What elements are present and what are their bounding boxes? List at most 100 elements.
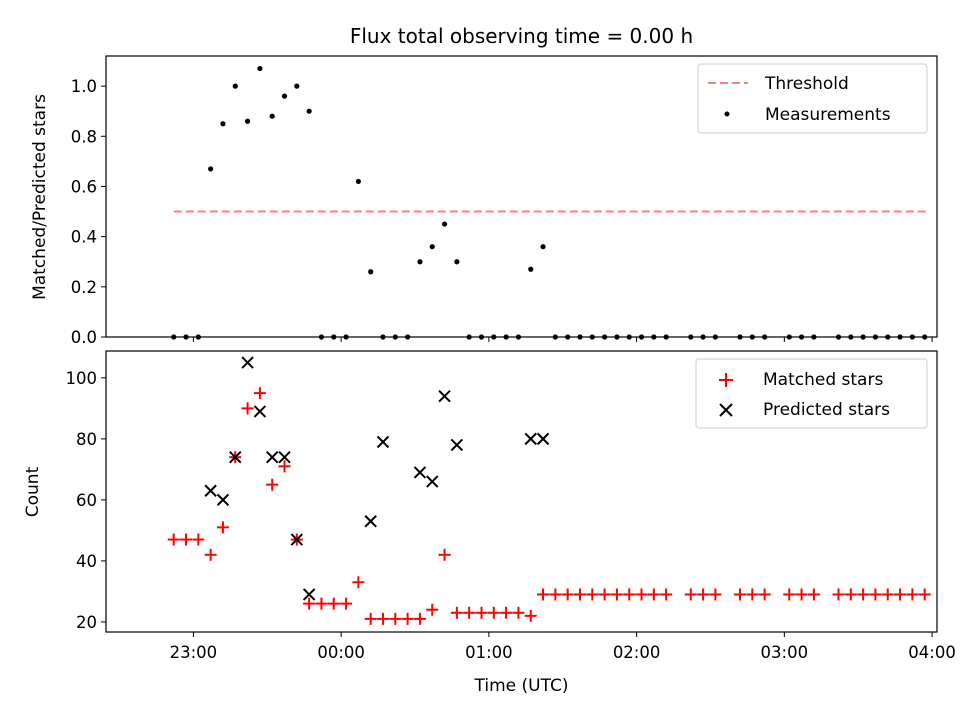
- matched-star-point: [807, 588, 820, 601]
- predicted-star-point: [278, 450, 291, 464]
- matched-star-point: [894, 588, 907, 601]
- predicted-star-point: [450, 438, 464, 452]
- bottom-panel: 20 40 60 80 100 23:00 00:00 01:00 02:00 03:00 04:…: [23, 350, 956, 696]
- matched-star-point: [906, 588, 919, 601]
- predicted-star-point: [204, 484, 217, 497]
- bottom-x-tick-label: 02:00: [613, 643, 661, 662]
- predicted-star-point: [438, 389, 451, 403]
- bottom-x-tick-label: 01:00: [465, 643, 513, 662]
- bottom-x-tick-label: 04:00: [908, 643, 956, 662]
- matched-star-point: [303, 597, 316, 610]
- predicted-star-point: [241, 356, 254, 369]
- top-legend: Threshold Measurements: [697, 63, 928, 134]
- matched-star-point: [684, 588, 697, 601]
- matched-star-point: [647, 588, 660, 601]
- measurement-point: [269, 113, 275, 119]
- matched-star-point: [734, 588, 747, 601]
- predicted-star-point: [216, 493, 230, 507]
- bottom-axes-frame: [105, 350, 938, 633]
- predicted-star-point: [302, 588, 316, 601]
- legend-measurements-label: Measurements: [765, 105, 891, 125]
- measurement-point: [441, 221, 448, 227]
- matched-star-point: [216, 521, 229, 534]
- predicted-star-point: [413, 466, 427, 479]
- matched-star-point: [524, 609, 537, 622]
- top-y-tick-label: 0.6: [71, 177, 97, 196]
- matched-star-point: [881, 588, 894, 601]
- bottom-y-tick-label: 80: [76, 430, 97, 449]
- matched-star-point: [832, 588, 845, 601]
- matched-star-point: [598, 588, 611, 601]
- bottom-x-tick-label: 03:00: [761, 643, 809, 662]
- matched-star-point: [660, 588, 673, 601]
- legend-measurements-swatch: [724, 111, 730, 117]
- matched-star-point: [795, 588, 808, 601]
- matched-star-point: [241, 402, 254, 415]
- legend-matched-label: Matched stars: [763, 370, 883, 390]
- matched-star-point: [204, 548, 217, 561]
- bottom-plot-area: [167, 356, 931, 625]
- matched-star-point: [549, 588, 562, 601]
- matched-star-point: [537, 588, 550, 601]
- matched-star-point: [844, 588, 857, 601]
- matched-star-point: [697, 588, 710, 601]
- top-y-tick-label: 0.0: [71, 328, 97, 347]
- matched-star-point: [869, 588, 882, 601]
- bottom-legend: Matched stars Predicted stars: [695, 358, 928, 429]
- matched-star-point: [438, 548, 451, 561]
- predicted-star-point: [536, 432, 550, 446]
- measurement-point: [232, 83, 238, 89]
- matched-star-point: [500, 606, 513, 619]
- matched-star-point: [463, 606, 476, 619]
- matched-star-point: [253, 387, 266, 400]
- measurement-point: [429, 244, 435, 250]
- bottom-x-tick-label: 23:00: [170, 643, 218, 662]
- matched-star-point: [377, 612, 389, 625]
- predicted-star-point: [229, 450, 242, 464]
- bottom-legend-box: [695, 358, 928, 429]
- predicted-star-point: [364, 515, 377, 528]
- matched-star-point: [364, 612, 377, 625]
- matched-star-point: [413, 612, 426, 625]
- measurement-point: [220, 121, 226, 127]
- matched-star-point: [352, 576, 365, 589]
- measurement-point: [454, 259, 460, 265]
- matched-star-point: [278, 460, 291, 473]
- bottom-y-tick-label: 40: [76, 552, 97, 571]
- bottom-y-tick-label: 60: [76, 491, 97, 510]
- predicted-star-point: [524, 432, 537, 446]
- measurement-point: [306, 108, 312, 114]
- bottom-y-tick-label: 100: [66, 369, 98, 388]
- measurement-point: [244, 118, 251, 124]
- bottom-x-ticks: 23:00 00:00 01:00 02:00 03:00 04:00: [170, 632, 956, 662]
- matched-star-point: [266, 478, 279, 491]
- legend-matched-swatch: [719, 373, 733, 387]
- matched-star-point: [512, 606, 525, 619]
- measurement-point: [417, 259, 423, 265]
- measurement-point: [294, 83, 300, 89]
- matched-star-point: [487, 606, 500, 619]
- top-panel: Flux total observing time = 0.00 h 0.0 0.…: [30, 24, 938, 347]
- top-y-tick-label: 0.8: [71, 127, 97, 146]
- matched-star-point: [623, 588, 636, 601]
- measurement-point: [528, 266, 534, 272]
- matched-star-point: [450, 606, 463, 619]
- top-legend-box: [697, 63, 928, 134]
- top-y-ticks: 0.0 0.2 0.4 0.6 0.8 1.0: [71, 77, 106, 347]
- matched-star-point: [857, 588, 870, 601]
- predicted-star-point: [253, 405, 267, 418]
- chart-title: Flux total observing time = 0.00 h: [350, 24, 693, 48]
- bottom-y-tick-label: 20: [76, 613, 97, 632]
- matched-star-point: [192, 533, 205, 546]
- predicted-star-point: [265, 450, 279, 464]
- matched-star-point: [573, 588, 586, 601]
- matched-star-point: [180, 533, 193, 546]
- matched-star-point: [758, 588, 771, 601]
- matched-star-point: [327, 597, 340, 610]
- measurement-point: [257, 65, 263, 72]
- matched-star-point: [561, 588, 574, 601]
- top-y-tick-label: 1.0: [71, 77, 97, 96]
- legend-predicted-label: Predicted stars: [763, 400, 890, 420]
- matched-star-point: [918, 588, 931, 601]
- top-y-tick-label: 0.4: [71, 228, 97, 247]
